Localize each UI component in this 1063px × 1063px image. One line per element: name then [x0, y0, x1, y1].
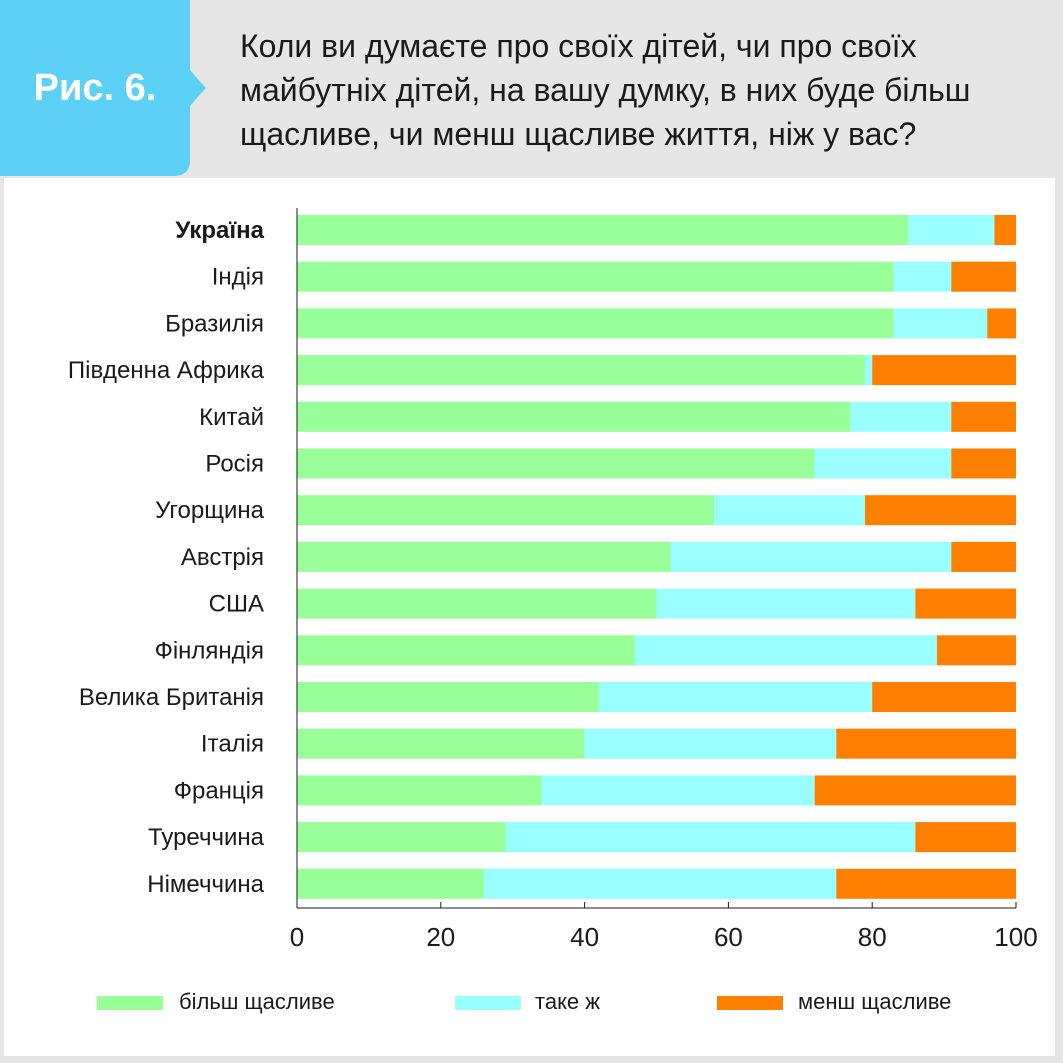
bar-segment — [814, 775, 1016, 806]
bar-segment — [836, 728, 1016, 759]
bar-segment — [893, 261, 952, 292]
x-tick-label: 0 — [290, 922, 304, 952]
bar-segment — [297, 261, 894, 292]
bar-segment — [865, 355, 873, 386]
bar-segment — [297, 401, 851, 432]
bar-segment — [297, 355, 866, 386]
bar-segment — [297, 541, 671, 572]
bar-segment — [541, 775, 815, 806]
chart-panel: Україна Індія Бразилія Південна Африка Китай… — [4, 178, 1055, 1056]
stacked-bar-chart: Україна Індія Бразилія Південна Африка Китай… — [68, 208, 1038, 1014]
category-label: Фінляндія — [155, 637, 264, 664]
category-label: Велика Британія — [79, 684, 264, 711]
bar-segment — [656, 588, 916, 619]
bar-segment — [865, 495, 1016, 526]
x-tick-label: 20 — [426, 922, 455, 952]
bar-segment — [951, 448, 1016, 479]
bar-segment — [634, 635, 937, 666]
bar-segment — [297, 588, 657, 619]
figure-badge: Рис. 6. — [0, 0, 190, 176]
bar-segment — [297, 822, 506, 853]
bar-segment — [951, 261, 1016, 292]
x-tick-label: 80 — [858, 922, 887, 952]
bar-segment — [951, 401, 1016, 432]
bar-segment — [297, 775, 542, 806]
bar-segment — [915, 822, 1016, 853]
bar-segment — [297, 495, 715, 526]
bar-segment — [297, 682, 599, 712]
category-label: Бразилія — [165, 310, 264, 337]
bar-segment — [893, 308, 988, 339]
bar-segment — [836, 868, 1016, 899]
category-label: Китай — [199, 404, 264, 431]
category-label: Індія — [212, 264, 264, 291]
bar-segment — [814, 448, 952, 479]
figure-label: Рис. 6. — [33, 67, 157, 109]
category-label: Росія — [205, 451, 264, 478]
category-label: Австрія — [181, 544, 264, 571]
category-label: Франція — [174, 777, 264, 804]
bar-segment — [987, 308, 1016, 339]
bar-segment — [505, 822, 916, 853]
bar-segment — [936, 635, 1016, 666]
bar-segment — [483, 868, 837, 899]
bar-segment — [297, 635, 635, 666]
bar-segment — [872, 355, 1016, 386]
bar-segment — [297, 448, 815, 479]
bar-segment — [297, 728, 585, 759]
category-label: США — [209, 591, 264, 618]
bar-segment — [598, 682, 873, 712]
category-label: Україна — [175, 217, 264, 244]
bar-segment — [297, 868, 484, 899]
bar-segment — [908, 215, 995, 245]
legend-swatch — [455, 996, 521, 1010]
bar-segment — [850, 401, 952, 432]
category-label: Угорщина — [155, 497, 264, 524]
category-label: Італія — [201, 731, 264, 758]
bar-segment — [670, 541, 952, 572]
bar-segment — [297, 215, 909, 245]
legend-label: таке ж — [535, 989, 600, 1014]
legend-swatch — [97, 996, 163, 1010]
x-tick-label: 100 — [994, 922, 1037, 952]
bar-segment — [714, 495, 866, 526]
chart-question-title: Коли ви думаєте про своїх дітей, чи про … — [240, 28, 971, 152]
bar-segment — [297, 308, 894, 339]
bar-segment — [915, 588, 1016, 619]
category-label: Південна Африка — [68, 357, 265, 384]
x-tick-label: 40 — [570, 922, 599, 952]
legend-swatch — [717, 996, 783, 1010]
figure-badge-arrow — [188, 68, 206, 108]
category-label: Німеччина — [147, 871, 264, 898]
bar-segment — [951, 541, 1016, 572]
x-tick-label: 60 — [714, 922, 743, 952]
category-label: Туреччина — [148, 824, 265, 851]
bar-segment — [584, 728, 837, 759]
legend-label: більш щасливе — [179, 989, 335, 1014]
legend-label: менш щасливе — [798, 989, 951, 1014]
bar-segment — [994, 215, 1016, 245]
bar-segment — [872, 682, 1016, 712]
